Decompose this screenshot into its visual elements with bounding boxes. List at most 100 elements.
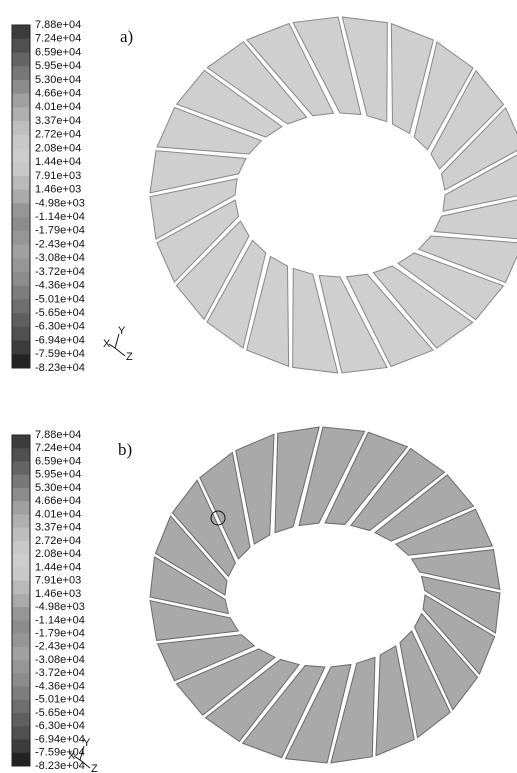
colorbar-swatch <box>12 121 30 135</box>
colorbar-swatch <box>12 435 30 449</box>
colorbar-swatch <box>12 607 30 621</box>
colorbar-label: -5.01e+04 <box>35 293 85 305</box>
colorbar-swatch <box>12 567 30 581</box>
colorbar-swatch <box>12 620 30 634</box>
colorbar-swatch <box>12 272 30 286</box>
colorbar-label: -3.72e+04 <box>35 667 85 679</box>
axis-y-label: Y <box>118 325 126 337</box>
colorbar-swatch <box>12 461 30 475</box>
colorbar-swatch <box>12 299 30 313</box>
colorbar-swatch <box>12 258 30 272</box>
colorbar-label: 1.46e+03 <box>35 184 81 196</box>
colorbar-label: -4.36e+04 <box>35 280 85 292</box>
page: {"panels": [ {"label": "a)", "colorbar":… <box>0 0 517 773</box>
colorbar-swatch <box>12 135 30 149</box>
colorbar-label: 4.01e+04 <box>35 508 81 520</box>
colorbar-swatch <box>12 162 30 176</box>
colorbar-swatch <box>12 660 30 674</box>
colorbar-swatch <box>12 647 30 661</box>
colorbar-swatch <box>12 528 30 542</box>
colorbar-label: -7.59e+04 <box>35 747 85 759</box>
colorbar-swatch <box>12 514 30 528</box>
colorbar-label: -5.65e+04 <box>35 307 85 319</box>
colorbar-swatch <box>12 594 30 608</box>
colorbar-label: 1.44e+04 <box>35 561 81 573</box>
colorbar-swatch <box>12 341 30 355</box>
colorbar-label: 5.30e+04 <box>35 482 81 494</box>
colorbar-label: -1.79e+04 <box>35 628 85 640</box>
colorbar-swatch <box>12 94 30 108</box>
colorbar-swatch <box>12 231 30 245</box>
colorbar-label: -4.98e+03 <box>35 601 85 613</box>
colorbar-swatch <box>12 673 30 687</box>
colorbar-label: 6.59e+04 <box>35 46 81 58</box>
colorbar-label: 7.24e+04 <box>35 33 81 45</box>
colorbar-label: -2.43e+04 <box>35 238 85 250</box>
colorbar-label: 4.66e+04 <box>35 88 81 100</box>
panel-label: a) <box>120 27 133 46</box>
colorbar-label: 7.88e+04 <box>35 429 81 441</box>
axis-x-label: X <box>68 750 76 762</box>
colorbar-label: 2.72e+04 <box>35 129 81 141</box>
colorbar-swatch <box>12 313 30 327</box>
colorbar-label: -4.36e+04 <box>35 680 85 692</box>
colorbar-label: 3.37e+04 <box>35 115 81 127</box>
colorbar-label: -1.14e+04 <box>35 211 85 223</box>
colorbar-label: 5.95e+04 <box>35 60 81 72</box>
colorbar-swatch <box>12 52 30 66</box>
colorbar-label: -6.94e+04 <box>35 733 85 745</box>
colorbar-swatch <box>12 541 30 555</box>
colorbar-label: 5.95e+04 <box>35 469 81 481</box>
colorbar-swatch <box>12 726 30 740</box>
colorbar-label: -6.30e+04 <box>35 321 85 333</box>
colorbar-label: -6.30e+04 <box>35 720 85 732</box>
colorbar-swatch <box>12 634 30 648</box>
colorbar-label: 7.24e+04 <box>35 442 81 454</box>
colorbar-label: -3.08e+04 <box>35 654 85 666</box>
colorbar-swatch <box>12 488 30 502</box>
colorbar-swatch <box>12 176 30 190</box>
axis-z <box>115 348 125 356</box>
colorbar-swatch <box>12 245 30 259</box>
colorbar-swatch <box>12 148 30 162</box>
axis-z-label: Z <box>91 763 98 773</box>
colorbar-swatch <box>12 217 30 231</box>
colorbar-swatch <box>12 107 30 121</box>
colorbar-swatch <box>12 39 30 53</box>
colorbar-swatch <box>12 25 30 39</box>
colorbar-label: -7.59e+04 <box>35 348 85 360</box>
colorbar-swatch <box>12 713 30 727</box>
colorbar-label: -1.79e+04 <box>35 225 85 237</box>
colorbar-label: -6.94e+04 <box>35 334 85 346</box>
colorbar-swatch <box>12 203 30 217</box>
colorbar-label: 1.44e+04 <box>35 156 81 168</box>
colorbar-label: 2.08e+04 <box>35 548 81 560</box>
colorbar-label: 4.01e+04 <box>35 101 81 113</box>
colorbar-label: 1.46e+03 <box>35 588 81 600</box>
colorbar-label: 3.37e+04 <box>35 522 81 534</box>
colorbar-label: 2.72e+04 <box>35 535 81 547</box>
colorbar-swatch <box>12 190 30 204</box>
colorbar-swatch <box>12 66 30 80</box>
axis-z-label: Z <box>126 351 133 363</box>
axis-y-label: Y <box>83 737 91 749</box>
colorbar-swatch <box>12 448 30 462</box>
colorbar-swatch <box>12 80 30 94</box>
colorbar-label: -2.43e+04 <box>35 641 85 653</box>
colorbar-label: -5.65e+04 <box>35 707 85 719</box>
colorbar-label: -5.01e+04 <box>35 694 85 706</box>
colorbar-label: -8.23e+04 <box>35 362 85 374</box>
colorbar-swatch <box>12 753 30 767</box>
colorbar-swatch <box>12 700 30 714</box>
axis-x-label: X <box>103 338 111 350</box>
colorbar-swatch <box>12 354 30 368</box>
colorbar-label: 6.59e+04 <box>35 455 81 467</box>
colorbar-label: -1.14e+04 <box>35 614 85 626</box>
colorbar-label: 7.91e+03 <box>35 575 81 587</box>
colorbar-label: 7.88e+04 <box>35 19 81 31</box>
colorbar-swatch <box>12 687 30 701</box>
panel-label: b) <box>118 440 132 459</box>
figure: 7.88e+047.24e+046.59e+045.95e+045.30e+04… <box>0 0 517 773</box>
colorbar-label: 5.30e+04 <box>35 74 81 86</box>
colorbar-label: 4.66e+04 <box>35 495 81 507</box>
